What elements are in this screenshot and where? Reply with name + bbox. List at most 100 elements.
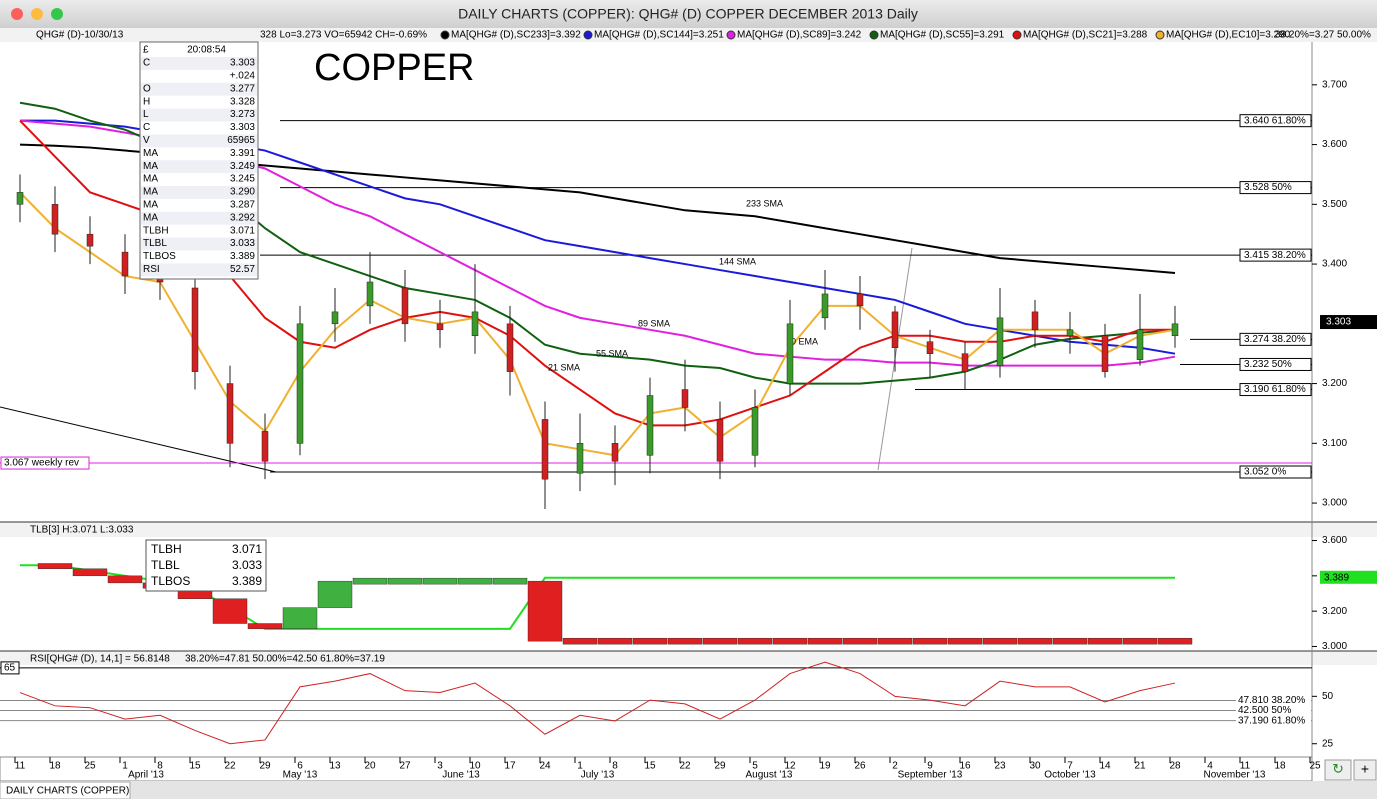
data-window-value: 3.328 xyxy=(230,96,255,107)
last-price-box xyxy=(1320,315,1377,330)
data-window-stripe xyxy=(141,108,257,122)
candle-body xyxy=(401,287,409,325)
data-window-label: MA xyxy=(143,200,158,211)
sheet-tab-label: DAILY CHARTS (COPPER) xyxy=(6,786,129,797)
data-window-label: C xyxy=(143,122,150,133)
y-tick-label: 3.700 xyxy=(1322,79,1347,90)
candle-body xyxy=(506,323,514,372)
fib-label-box xyxy=(1239,114,1312,128)
data-window-time: 20:08:54 xyxy=(187,45,226,56)
candle-body xyxy=(1171,323,1179,337)
tlb-brick xyxy=(527,580,563,642)
data-window-symbol: £ xyxy=(143,45,149,56)
rsi-level-box xyxy=(1236,714,1311,727)
candle-body xyxy=(961,353,969,372)
x-tick-label: 14 xyxy=(1099,761,1111,772)
candle-body xyxy=(1136,329,1144,360)
candle-body xyxy=(296,323,304,444)
data-window-value: 3.303 xyxy=(230,122,255,133)
x-tick-label: 11 xyxy=(1240,761,1251,772)
candle-body xyxy=(786,323,794,384)
x-tick-label: 3 xyxy=(437,761,443,772)
data-window-label: O xyxy=(143,83,151,94)
data-window-label: H xyxy=(143,96,150,107)
sheet-tab[interactable] xyxy=(0,781,131,799)
tlb-brick xyxy=(492,577,528,585)
candle-body xyxy=(541,419,549,480)
fib-label: 3.415 38.20% xyxy=(1244,250,1306,261)
fib-label-box xyxy=(1239,383,1312,397)
data-window-value: 3.071 xyxy=(230,225,255,236)
rsi-level-box xyxy=(0,661,20,675)
tlb-header: TLB[3] H:3.071 L:3.033 xyxy=(30,525,134,536)
fib-label: 3.274 38.20% xyxy=(1244,334,1306,345)
tlb-brick xyxy=(37,563,73,569)
zoom-button[interactable] xyxy=(51,8,63,20)
x-tick-label: 6 xyxy=(297,761,303,772)
x-tick-label: 2 xyxy=(892,761,898,772)
y-tick-label: 3.100 xyxy=(1322,438,1347,449)
x-tick-label: 13 xyxy=(329,761,341,772)
tlb-brick xyxy=(387,577,423,585)
tlb-brick xyxy=(1157,637,1193,645)
tlb-brick xyxy=(842,637,878,645)
window-title: DAILY CHARTS (COPPER): QHG# (D) COPPER D… xyxy=(458,6,918,22)
close-button[interactable] xyxy=(11,8,23,20)
tlb-brick xyxy=(667,637,703,645)
fib-label: 3.528 50% xyxy=(1244,182,1292,193)
data-window-value: 3.287 xyxy=(230,200,255,211)
tlb-box-value: 3.071 xyxy=(232,542,262,556)
data-window-label: MA xyxy=(143,161,158,172)
tlb-brick xyxy=(947,637,983,645)
ma-annotation: 89 SMA xyxy=(638,318,670,328)
data-window-value: 3.245 xyxy=(230,174,255,185)
legend-dot xyxy=(440,30,450,40)
tlb-brick xyxy=(1052,637,1088,645)
legend-fib: 38.20%=3.27 50.00% xyxy=(1275,30,1371,41)
tlb-brick xyxy=(702,637,738,645)
candle-body xyxy=(226,383,234,444)
minimize-button[interactable] xyxy=(31,8,43,20)
data-window-value: 65965 xyxy=(227,135,255,146)
candle-body xyxy=(681,389,689,408)
tlb-brick xyxy=(282,607,318,630)
data-window-stripe xyxy=(141,237,257,251)
candle-body xyxy=(471,311,479,337)
legend-symbol: QHG# (D)-10/30/13 xyxy=(36,30,124,41)
x-tick-label: 16 xyxy=(959,761,971,772)
legend-bar xyxy=(0,28,1377,42)
tlb-brick xyxy=(457,577,493,585)
y-tick-label: 25 xyxy=(1322,738,1334,749)
x-tick-label: 30 xyxy=(1029,761,1041,772)
refresh-button[interactable] xyxy=(1324,759,1352,781)
data-window-label: L xyxy=(143,109,149,120)
legend-quote: 328 Lo=3.273 VO=65942 CH=-0.69% xyxy=(260,30,427,41)
x-tick-label: 11 xyxy=(15,761,26,772)
candle-body xyxy=(821,293,829,319)
rsi-header-fib: 38.20%=47.81 50.00%=42.50 61.80%=37.19 xyxy=(185,654,385,665)
x-tick-label: 26 xyxy=(854,761,866,772)
data-window-stripe xyxy=(141,57,257,70)
candle-body xyxy=(856,293,864,307)
x-tick-label: 23 xyxy=(994,761,1006,772)
data-window-value: 3.292 xyxy=(230,212,255,223)
add-button[interactable] xyxy=(1353,759,1377,781)
y-tick-label: 3.400 xyxy=(1322,259,1347,270)
tlbos-box xyxy=(1320,570,1377,584)
data-window-value: 3.391 xyxy=(230,148,255,159)
data-window-stripe xyxy=(141,186,257,199)
x-tick-label: 9 xyxy=(927,761,933,772)
candle-body xyxy=(86,233,94,247)
x-tick-label: 20 xyxy=(364,761,376,772)
x-tick-label: 17 xyxy=(504,761,516,772)
y-tick-label: 3.000 xyxy=(1322,498,1347,509)
fib-label-box xyxy=(1239,465,1312,479)
y-tick-label: 3.000 xyxy=(1322,641,1347,652)
data-window-value: 3.277 xyxy=(230,83,255,94)
tlb-brick xyxy=(422,577,458,585)
legend-dot xyxy=(726,30,736,40)
data-window-label: TLBL xyxy=(143,238,167,249)
month-label: November '13 xyxy=(1204,770,1266,781)
x-tick-label: 8 xyxy=(612,761,618,772)
